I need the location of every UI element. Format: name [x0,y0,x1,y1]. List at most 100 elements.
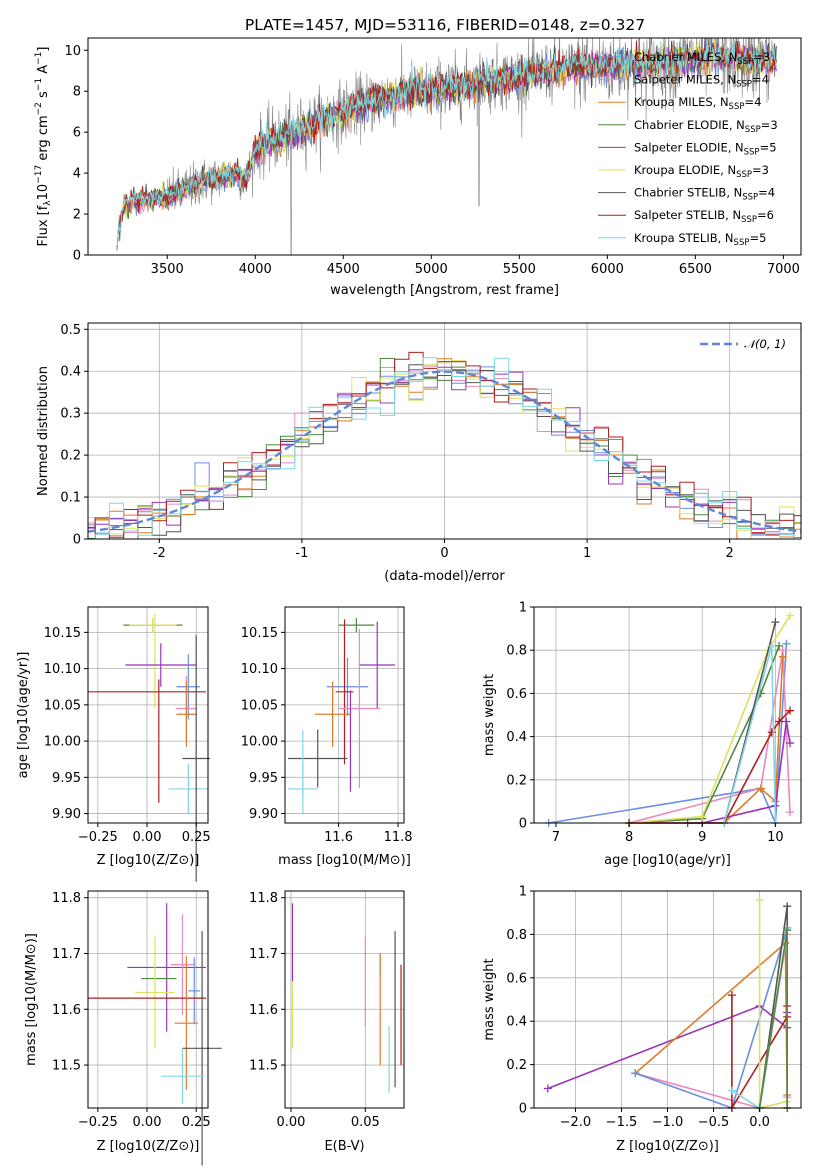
age-vs-Z-xtick-label: 0.00 [133,830,162,845]
mass-vs-EBV-ytick-label: 11.6 [249,1003,278,1018]
legend-entry: Salpeter ELODIE, NSSP=5 [634,140,777,157]
spectrum-ytick-label: 8 [73,85,81,100]
spectrum-xtick-label: 5500 [503,262,536,277]
age-vs-mass-xlabel: mass [log10(M/M⊙)] [278,853,411,868]
weight-vs-Z-ytick-label: 0 [519,1102,527,1117]
spectrum-frame [87,37,802,256]
spectrum-xtick-label: 5000 [415,262,448,277]
weight-vs-age-series-line-3 [723,656,784,824]
residuals-xtick-label: -2 [153,546,166,561]
weight-vs-Z-ytick-label: 0.2 [506,1058,527,1073]
weight-vs-age-marker [756,689,765,698]
age-vs-Z-xtick-label: 0.25 [182,830,211,845]
weight-vs-Z-marker [727,1086,736,1095]
legend-entry: Salpeter STELIB, NSSP=6 [634,208,774,225]
age-vs-mass-ytick-label: 10.10 [241,662,278,677]
weight-vs-age-marker [782,717,791,726]
weight-vs-Z-xtick-label: −1.0 [652,1115,684,1130]
weight-vs-Z-marker [543,1084,552,1093]
age-vs-mass-xtick-label: 11.8 [384,830,413,845]
mass-vs-EBV-ytick-label: 11.8 [249,891,278,906]
legend-entry: Chabrier ELODIE, NSSP=3 [634,118,778,135]
residuals-xtick-label: 1 [583,546,591,561]
weight-vs-age-xtick-label: 8 [625,830,633,845]
spectrum-legend: Chabrier MILES, NSSP=3 Salpeter MILES, NS… [598,50,778,248]
residuals-ytick-label: 0.1 [60,491,81,506]
weight-vs-age-marker [786,706,795,715]
mass-vs-EBV-xtick-label: 0.05 [351,1115,380,1130]
mass-vs-EBV-frame [284,890,405,1109]
weight-vs-age-marker [771,618,780,627]
age-vs-Z-ylabel: age [log10(age/yr)] [16,652,31,779]
weight-vs-age-series-line-4 [629,645,780,824]
age-vs-mass-ytick-label: 10.00 [241,735,278,750]
age-vs-Z-ytick-label: 10.15 [44,626,81,641]
hist-xlabel: (data-model)/error [384,569,505,584]
spectrum-xtick-label: 4000 [239,262,272,277]
spectrum-ytick-label: 6 [73,126,81,141]
weight-vs-age-marker [775,641,784,650]
hist-step-9 [88,357,801,539]
weight-vs-age-xtick-label: 10 [767,830,784,845]
mass-vs-EBV-xlabel: E(B-V) [324,1139,364,1154]
age-vs-Z-ytick-label: 9.90 [52,807,81,822]
spectrum-xtick-label: 6500 [679,262,712,277]
weight-vs-age-xtick-label: 9 [698,830,706,845]
age-vs-Z-xlabel: Z [log10(Z/Z⊙)] [97,853,200,868]
legend-entry: Chabrier STELIB, NSSP=4 [634,186,775,203]
residuals-xtick-label: 0 [440,546,448,561]
weight-vs-Z-xtick-label: −1.5 [606,1115,638,1130]
weight-vs-age-marker [698,812,707,821]
spectrum-model-line-9 [116,38,777,251]
weight-vs-Z-marker [783,926,792,935]
weight-vs-Z-xlabel: Z [log10(Z/Z⊙)] [616,1139,719,1154]
residuals-ytick-label: 0.5 [60,323,81,338]
weight-vs-Z-xtick-label: −2.0 [560,1115,592,1130]
weight-vs-Z-series-line-9 [758,929,789,1109]
age-vs-Z-ytick-label: 10.05 [44,698,81,713]
weight-vs-age-marker [786,611,795,620]
weight-vs-Z-marker [727,991,736,1000]
mass-vs-Z-xtick-label: 0.25 [182,1115,211,1130]
spectrum-ytick-label: 2 [73,208,81,223]
legend-entry: Kroupa ELODIE, NSSP=3 [634,163,769,180]
age-vs-mass-ytick-label: 9.90 [249,807,278,822]
age-vs-mass-xtick-label: 11.6 [324,830,353,845]
age-vs-Z-xtick-label: −0.25 [78,830,118,845]
legend-normal-label: 𝒩(0, 1) [744,337,786,351]
weight-vs-Z-xtick-label: −0.5 [698,1115,730,1130]
mass-vs-Z-ytick-label: 11.5 [52,1059,81,1074]
mass-vs-Z-ytick-label: 11.8 [52,891,81,906]
mass-vs-EBV-ytick-label: 11.5 [249,1059,278,1074]
weight-vs-age-ytick-label: 0.2 [506,773,527,788]
legend-entry: Salpeter MILES, NSSP=4 [634,73,769,90]
hist-step-7 [88,364,801,539]
mass-vs-Z-xtick-label: 0.00 [133,1115,162,1130]
spectrum-ytick-label: 10 [64,44,81,59]
spectrum-ytick-label: 4 [73,167,81,182]
weight-vs-Z-ytick-label: 0.8 [506,928,527,943]
weight-vs-age-xlabel: age [log10(age/yr)] [604,853,731,868]
spectrum-xtick-label: 3500 [151,262,184,277]
legend-entry: Kroupa STELIB, NSSP=5 [634,231,766,248]
age-vs-mass-ytick-label: 9.95 [249,771,278,786]
spectrum-title: PLATE=1457, MJD=53116, FIBERID=0148, z=0… [245,16,645,34]
weight-vs-age-series-line-9 [723,645,777,824]
mass-vs-EBV-ytick-label: 11.7 [249,947,278,962]
mass-vs-Z-axes [88,891,208,1108]
weight-vs-age-frame [533,606,802,824]
residuals-xtick-label: -1 [295,546,308,561]
weight-vs-age-ylabel: mass weight [482,674,497,756]
weight-vs-age-xtick-label: 7 [552,830,560,845]
hist-step-4 [88,358,801,539]
hist-step-5 [88,366,801,539]
weight-vs-Z-marker [783,902,792,911]
residuals-ytick-label: 0.2 [60,449,81,464]
age-vs-mass-ytick-label: 10.15 [241,626,278,641]
mass-vs-EBV-axes [285,891,404,1108]
residuals-xtick-label: 2 [726,546,734,561]
weight-vs-age-marker [775,717,784,726]
weight-vs-Z-marker [755,895,764,904]
weight-vs-age-marker [786,808,795,817]
